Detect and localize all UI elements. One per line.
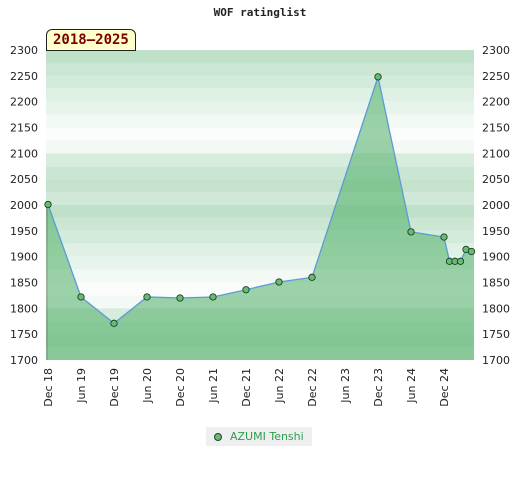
y-tick-label-right: 2200 bbox=[482, 96, 510, 109]
x-tick-label: Jun 19 bbox=[75, 368, 88, 404]
y-tick-label: 1800 bbox=[10, 302, 38, 315]
y-axis-right: 1700 1750 1800 1850 1900 1950 2000 2050 2100 2150… bbox=[482, 44, 510, 367]
y-tick-label: 2100 bbox=[10, 147, 38, 160]
band bbox=[46, 101, 474, 115]
legend-marker-icon bbox=[214, 432, 222, 441]
y-tick-label: 2000 bbox=[10, 199, 38, 212]
y-tick-label-right: 2050 bbox=[482, 173, 510, 186]
y-tick-label-right: 2250 bbox=[482, 70, 510, 83]
y-tick-label-right: 1700 bbox=[482, 354, 510, 367]
band bbox=[46, 62, 474, 76]
band bbox=[46, 153, 474, 167]
band bbox=[46, 75, 474, 89]
x-tick-label: Dec 23 bbox=[372, 368, 385, 407]
band bbox=[46, 114, 474, 128]
x-tick-label: Dec 21 bbox=[240, 368, 253, 407]
y-tick-label-right: 1800 bbox=[482, 302, 510, 315]
x-tick-label: Dec 24 bbox=[438, 368, 451, 407]
x-tick-label: Dec 18 bbox=[42, 368, 55, 407]
legend[interactable]: AZUMI Tenshi bbox=[206, 427, 312, 446]
data-point bbox=[374, 73, 382, 81]
band bbox=[46, 88, 474, 102]
band bbox=[46, 192, 474, 205]
data-point bbox=[44, 200, 52, 209]
y-tick-label-right: 2100 bbox=[482, 147, 510, 160]
band bbox=[46, 140, 474, 154]
legend-label: AZUMI Tenshi bbox=[230, 430, 304, 443]
band bbox=[46, 127, 474, 141]
x-axis: Dec 18 Jun 19 Dec 19 Jun 20 Dec 20 Jun 21 Dec … bbox=[42, 368, 451, 407]
y-tick-label: 2050 bbox=[10, 173, 38, 186]
x-tick-label: Dec 22 bbox=[306, 368, 319, 407]
y-tick-label-right: 1750 bbox=[482, 328, 510, 341]
chart-title: WOF ratinglist bbox=[213, 6, 307, 19]
band bbox=[46, 166, 474, 180]
data-points bbox=[44, 73, 476, 327]
x-tick-label: Dec 19 bbox=[108, 368, 121, 407]
y-tick-label: 1700 bbox=[10, 354, 38, 367]
y-tick-label: 2200 bbox=[10, 96, 38, 109]
data-point bbox=[440, 233, 448, 241]
x-tick-label: Jun 22 bbox=[273, 368, 286, 404]
x-tick-label: Jun 21 bbox=[207, 368, 220, 404]
data-point bbox=[242, 286, 250, 294]
y-tick-label-right: 1850 bbox=[482, 277, 510, 290]
data-point bbox=[467, 247, 476, 256]
x-tick-label: Jun 24 bbox=[405, 368, 418, 404]
y-tick-label-right: 2000 bbox=[482, 199, 510, 212]
data-point bbox=[456, 257, 465, 265]
y-tick-label: 1750 bbox=[10, 328, 38, 341]
y-tick-label: 2150 bbox=[10, 122, 38, 135]
data-point bbox=[176, 294, 184, 302]
y-tick-label: 1850 bbox=[10, 277, 38, 290]
data-point bbox=[308, 273, 316, 281]
y-tick-label: 1900 bbox=[10, 251, 38, 264]
data-point bbox=[110, 319, 118, 327]
x-tick-label: Jun 20 bbox=[141, 368, 154, 404]
band bbox=[46, 179, 474, 193]
x-tick-label: Dec 20 bbox=[174, 368, 187, 407]
period-badge: 2018–2025 bbox=[46, 29, 136, 51]
y-tick-label-right: 1950 bbox=[482, 225, 510, 238]
y-tick-label: 2250 bbox=[10, 70, 38, 83]
y-axis-left: 1700 1750 1800 1850 1900 1950 2000 2050 2100 2150… bbox=[10, 44, 38, 367]
data-point bbox=[209, 293, 217, 301]
y-tick-label-right: 2150 bbox=[482, 122, 510, 135]
band bbox=[46, 205, 474, 218]
data-point bbox=[77, 293, 85, 301]
data-point bbox=[275, 278, 283, 286]
y-tick-label-right: 2300 bbox=[482, 44, 510, 57]
band bbox=[46, 50, 474, 63]
series-area bbox=[48, 76, 474, 360]
x-tick-label: Jun 23 bbox=[339, 368, 352, 404]
data-point bbox=[407, 228, 415, 236]
y-tick-label: 1950 bbox=[10, 225, 38, 238]
y-tick-label-right: 1900 bbox=[482, 251, 510, 264]
data-point bbox=[143, 293, 151, 301]
y-tick-label: 2300 bbox=[10, 44, 38, 57]
